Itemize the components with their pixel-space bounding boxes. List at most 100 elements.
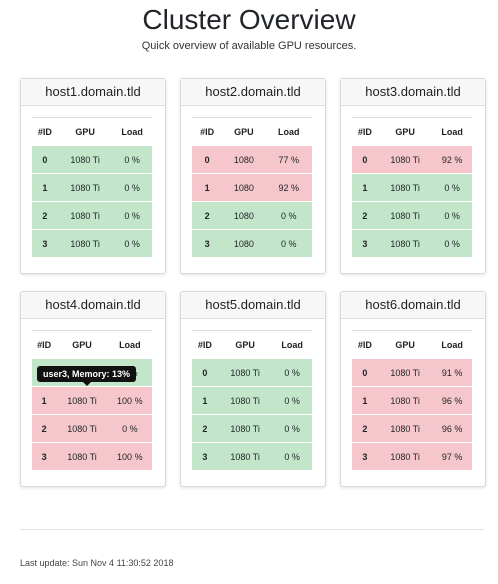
page-subtitle: Quick overview of available GPU resource… [141, 40, 357, 52]
gpu-id: 2 [352, 201, 378, 230]
table-header-row: #ID GPU Load [32, 117, 152, 146]
gpu-id: 1 [352, 386, 378, 415]
gpu-model: 1080 [222, 145, 266, 174]
gpu-load: 91 % [432, 358, 472, 387]
gpu-load: 0 % [272, 386, 312, 415]
gpu-row[interactable]: 2 1080 Ti 0 % [32, 414, 152, 443]
gpu-row[interactable]: 1 1080 Ti 0 % [192, 386, 312, 415]
gpu-model: 1080 Ti [217, 386, 273, 415]
gpu-id: 0 [32, 145, 58, 174]
gpu-id: 2 [192, 414, 218, 443]
gpu-row[interactable]: 2 1080 Ti 0 % [352, 201, 472, 230]
gpu-tooltip: user3, Memory: 13% [37, 366, 137, 386]
gpu-model: 1080 Ti [377, 201, 433, 230]
col-header-load: Load [432, 330, 472, 359]
col-header-id: #ID [192, 330, 218, 359]
gpu-id: 0 [352, 145, 378, 174]
gpu-id: 1 [352, 173, 378, 202]
gpu-id: 0 [352, 358, 378, 387]
host-name: host6.domain.tld [341, 292, 485, 319]
gpu-id: 1 [192, 386, 218, 415]
gpu-load: 0 % [112, 173, 152, 202]
gpu-id: 2 [32, 201, 58, 230]
gpu-id: 3 [352, 229, 378, 257]
gpu-load: 96 % [432, 386, 472, 415]
gpu-load: 0 % [272, 414, 312, 443]
col-header-gpu: GPU [56, 330, 108, 359]
gpu-row[interactable]: 1 1080 Ti 0 % [32, 173, 152, 202]
gpu-row[interactable]: 2 1080 0 % [192, 201, 312, 230]
gpu-row[interactable]: 3 1080 Ti 100 % [32, 442, 152, 470]
gpu-load: 0 % [265, 229, 312, 257]
gpu-id: 2 [192, 201, 223, 230]
table-header-row: #ID GPU Load [352, 330, 472, 359]
gpu-model: 1080 Ti [57, 201, 113, 230]
gpu-row[interactable]: 1 1080 92 % [192, 173, 312, 202]
col-header-gpu: GPU [57, 117, 113, 146]
gpu-row[interactable]: 1 1080 Ti 96 % [352, 386, 472, 415]
gpu-load: 0 % [112, 201, 152, 230]
gpu-id: 3 [32, 229, 58, 257]
col-header-id: #ID [352, 117, 378, 146]
last-update: Last update: Sun Nov 4 11:30:52 2018 [20, 558, 174, 568]
gpu-row[interactable]: 2 1080 Ti 96 % [352, 414, 472, 443]
gpu-row[interactable]: 3 1080 0 % [192, 229, 312, 257]
gpu-row[interactable]: 0 1080 Ti 92 % [352, 145, 472, 174]
gpu-model: 1080 Ti [377, 442, 433, 470]
gpu-model: 1080 Ti [377, 386, 433, 415]
col-header-id: #ID [32, 117, 58, 146]
host-card-6: host6.domain.tld #ID GPU Load 0 1080 Ti 91 % 1… [340, 291, 486, 487]
gpu-row[interactable]: 0 1080 77 % [192, 145, 312, 174]
gpu-model: 1080 Ti [56, 414, 108, 443]
gpu-load: 100 % [107, 386, 152, 415]
gpu-load: 0 % [432, 201, 472, 230]
gpu-id: 2 [32, 414, 57, 443]
gpu-id: 1 [32, 173, 58, 202]
gpu-table: #ID GPU Load 0 1080 Ti 92 % 1 1080 Ti 0 % 2 1080 T… [352, 117, 472, 257]
col-header-load: Load [107, 330, 152, 359]
gpu-row[interactable]: 1 1080 Ti 0 % [352, 173, 472, 202]
col-header-load: Load [432, 117, 472, 146]
gpu-row[interactable]: 0 1080 Ti 91 % [352, 358, 472, 387]
gpu-model: 1080 Ti [57, 229, 113, 257]
gpu-load: 0 % [432, 173, 472, 202]
col-header-gpu: GPU [217, 330, 273, 359]
gpu-row[interactable]: 3 1080 Ti 0 % [352, 229, 472, 257]
gpu-model: 1080 Ti [377, 358, 433, 387]
gpu-model: 1080 Ti [56, 386, 108, 415]
gpu-model: 1080 Ti [57, 145, 113, 174]
gpu-load: 0 % [265, 201, 312, 230]
gpu-table: #ID GPU Load 0 1080 Ti 0 % 1 1080 Ti 0 % 2 1080 Ti… [32, 117, 152, 257]
col-header-load: Load [112, 117, 152, 146]
col-header-id: #ID [192, 117, 223, 146]
col-header-load: Load [265, 117, 312, 146]
host-name: host4.domain.tld [21, 292, 165, 319]
gpu-row[interactable]: 2 1080 Ti 0 % [32, 201, 152, 230]
gpu-row[interactable]: 1 1080 Ti 100 % [32, 386, 152, 415]
host-card-5: host5.domain.tld #ID GPU Load 0 1080 Ti 0 % 1 1… [180, 291, 326, 487]
gpu-load: 97 % [432, 442, 472, 470]
gpu-table: #ID GPU Load 0 1080 77 % 1 1080 92 % 2 1080 0 % 3 108… [192, 117, 312, 257]
table-header-row: #ID GPU Load [192, 330, 312, 359]
host-name: host5.domain.tld [181, 292, 325, 319]
gpu-id: 3 [192, 442, 218, 470]
host-name: host3.domain.tld [341, 79, 485, 106]
table-header-row: #ID GPU Load [192, 117, 312, 146]
gpu-load: 0 % [272, 358, 312, 387]
gpu-table: #ID GPU Load 0 1080 Ti 0 % 1 1080 Ti 0 % 2 1080 Ti… [192, 330, 312, 470]
host-name: host1.domain.tld [21, 79, 165, 106]
gpu-load: 77 % [265, 145, 312, 174]
gpu-model: 1080 Ti [57, 173, 113, 202]
gpu-model: 1080 Ti [377, 145, 433, 174]
gpu-id: 0 [192, 358, 218, 387]
gpu-row[interactable]: 3 1080 Ti 97 % [352, 442, 472, 470]
gpu-row[interactable]: 3 1080 Ti 0 % [192, 442, 312, 470]
gpu-load: 0 % [107, 414, 152, 443]
col-header-id: #ID [352, 330, 378, 359]
gpu-row[interactable]: 3 1080 Ti 0 % [32, 229, 152, 257]
gpu-row[interactable]: 2 1080 Ti 0 % [192, 414, 312, 443]
